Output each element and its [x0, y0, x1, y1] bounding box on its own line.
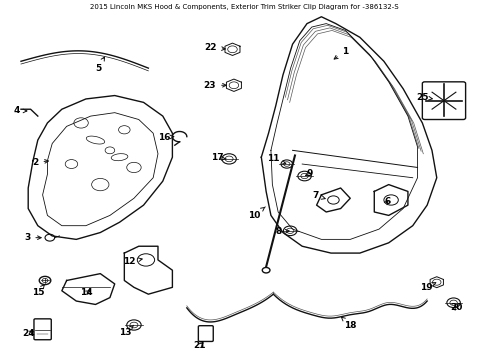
Text: 9: 9: [305, 169, 312, 178]
Text: 16: 16: [158, 133, 173, 142]
Text: 13: 13: [119, 325, 133, 337]
Text: 12: 12: [122, 257, 142, 266]
Text: 5: 5: [95, 57, 104, 73]
Text: 22: 22: [204, 43, 225, 52]
Text: 8: 8: [275, 228, 288, 237]
Text: 3: 3: [24, 233, 41, 242]
Text: 20: 20: [449, 303, 461, 312]
Text: 18: 18: [341, 317, 356, 329]
Text: 11: 11: [266, 154, 285, 164]
Text: 10: 10: [247, 207, 265, 220]
Text: 23: 23: [203, 81, 226, 90]
Text: 1: 1: [333, 46, 348, 59]
Text: 19: 19: [419, 283, 435, 292]
Text: 2: 2: [32, 158, 48, 167]
Text: 6: 6: [384, 197, 389, 206]
Text: 4: 4: [14, 107, 27, 116]
Text: 24: 24: [22, 329, 35, 338]
Text: 21: 21: [193, 341, 205, 350]
Text: 17: 17: [210, 153, 226, 162]
Text: 7: 7: [312, 191, 325, 200]
Text: 25: 25: [415, 93, 431, 102]
Text: 14: 14: [81, 288, 93, 297]
Text: 15: 15: [32, 285, 44, 297]
Title: 2015 Lincoln MKS Hood & Components, Exterior Trim Striker Clip Diagram for -3861: 2015 Lincoln MKS Hood & Components, Exte…: [90, 4, 398, 10]
Circle shape: [262, 267, 269, 273]
